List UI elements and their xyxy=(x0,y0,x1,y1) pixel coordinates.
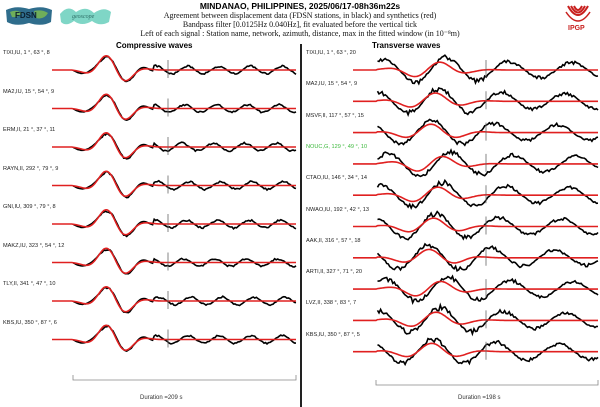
station-label: NOUC,G, 129 °, 49 °, 10 xyxy=(306,143,368,150)
station-label: ARTI,II, 327 °, 71 °, 20 xyxy=(306,269,362,276)
station-label: NWAO,IU, 192 °, 42 °, 13 xyxy=(306,206,370,213)
subtitle-legend: Left of each signal : Station name, netw… xyxy=(140,29,460,38)
synthetic-trace-ma2 xyxy=(353,92,598,108)
station-label: TIXI,IU, 1 °, 63 °, 20 xyxy=(306,50,356,56)
synthetic-trace-tly xyxy=(52,285,296,313)
station-label: MA2,IU, 15 °, 54 °, 9 xyxy=(306,81,358,88)
data-trace-tly xyxy=(72,286,297,314)
station-label: AAK,II, 316 °, 57 °, 18 xyxy=(306,237,361,244)
synthetic-trace-ma2 xyxy=(52,93,296,121)
ipgp-logo: IPGP xyxy=(562,2,594,34)
data-trace-tixi xyxy=(72,55,297,83)
data-trace-ma2 xyxy=(72,94,297,122)
station-label: MSVF,II, 117 °, 57 °, 15 xyxy=(306,112,364,119)
compressive-panel-title: Compressive waves xyxy=(116,41,193,50)
data-trace-erm xyxy=(72,132,297,160)
synthetic-trace-rayn xyxy=(52,170,296,198)
synthetic-trace-ctao xyxy=(353,186,598,203)
synthetic-trace-arti xyxy=(353,280,598,297)
synthetic-trace-makz xyxy=(52,247,296,275)
data-trace-aak xyxy=(376,242,599,273)
subtitle-bandpass: Bandpass filter [0.0125Hz 0.040Hz], fit … xyxy=(182,20,418,29)
synthetic-trace-erm xyxy=(52,131,296,159)
geoscope-logo-text: geoscope xyxy=(72,14,95,20)
data-trace-tixi xyxy=(377,54,599,86)
data-trace-rayn xyxy=(72,170,297,199)
data-trace-kbs xyxy=(72,324,296,352)
transverse-duration-label: Duration =198 s xyxy=(458,395,501,401)
station-label: CTAO,IU, 146 °, 34 °, 14 xyxy=(306,175,367,182)
duration-bracket xyxy=(72,375,297,381)
compressive-duration-label: Duration =209 s xyxy=(140,395,183,401)
synthetic-trace-msvf xyxy=(353,123,598,139)
ipgp-emblem-icon xyxy=(565,5,591,22)
geoscope-logo: geoscope xyxy=(58,4,113,28)
ipgp-logo-text: IPGP xyxy=(568,25,585,32)
station-label: MAKZ,IU, 323 °, 54 °, 12 xyxy=(3,242,65,249)
synthetic-trace-aak xyxy=(353,248,598,264)
data-trace-ma2 xyxy=(376,87,599,118)
synthetic-trace-tixi xyxy=(353,61,598,78)
fdsn-globe-icon xyxy=(6,7,52,25)
station-label: ERM,II, 21 °, 37 °, 11 xyxy=(3,127,56,133)
data-trace-ctao xyxy=(376,178,599,211)
duration-bracket xyxy=(375,380,599,386)
synthetic-trace-kbs xyxy=(353,342,598,358)
data-trace-nwao xyxy=(377,210,599,241)
synthetic-trace-kbs xyxy=(52,324,296,352)
station-label: MA2,IU, 15 °, 54 °, 9 xyxy=(3,88,55,95)
synthetic-trace-gni xyxy=(52,208,296,236)
subtitle-agreement: Agreement between displacement data (FDS… xyxy=(163,11,437,20)
transverse-panel-title: Transverse waves xyxy=(372,41,441,50)
station-label: GNI,IU, 309 °, 79 °, 8 xyxy=(3,204,56,210)
geoscope-globe-icon xyxy=(60,8,111,25)
synthetic-trace-tixi xyxy=(52,54,296,82)
station-label: KBS,IU, 350 °, 87 °, 6 xyxy=(3,319,57,326)
panel-divider xyxy=(300,44,302,407)
synthetic-trace-lvz xyxy=(353,311,598,328)
figure-title: MINDANAO, PHILIPPINES, 2025/06/17-08h36m… xyxy=(199,1,401,11)
fdsn-logo-text: FDSN xyxy=(15,11,37,20)
station-label: TIXI,IU, 1 °, 63 °, 8 xyxy=(3,50,50,56)
station-label: RAYN,II, 292 °, 79 °, 9 xyxy=(3,165,59,172)
station-label: LVZ,II, 338 °, 83 °, 7 xyxy=(306,300,357,307)
synthetic-trace-nwao xyxy=(353,217,598,233)
station-label: TLY,II, 341 °, 47 °, 10 xyxy=(3,281,56,287)
station-label: KBS,IU, 350 °, 87 °, 5 xyxy=(306,331,360,338)
synthetic-trace-nouc xyxy=(353,155,598,172)
fdsn-logo: FDSN xyxy=(4,4,54,28)
data-trace-arti xyxy=(377,274,599,306)
